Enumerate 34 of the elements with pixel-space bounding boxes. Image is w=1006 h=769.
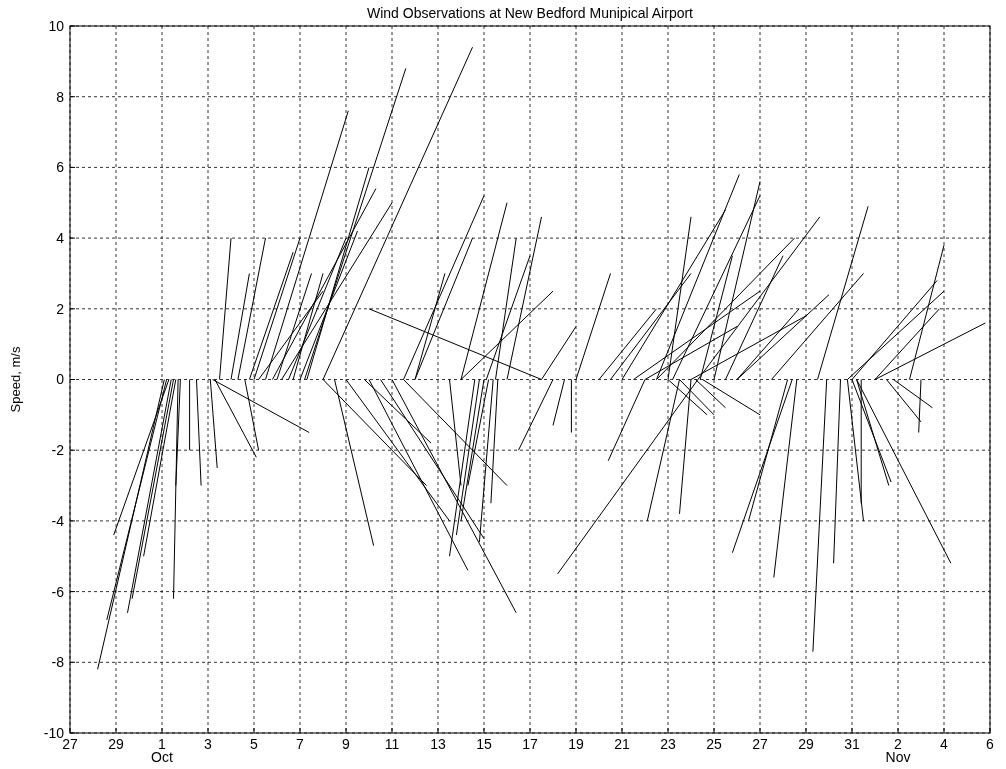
x-tick-label: 25 [706,736,722,752]
chart-title: Wind Observations at New Bedford Munipical Airport [366,5,694,21]
x-tick-label: 11 [384,736,400,752]
y-tick-label: -6 [51,583,65,600]
x-tick-label: 29 [798,736,814,752]
y-tick-label: -4 [51,512,65,529]
x-tick-label: 29 [108,736,124,752]
y-tick-label: -2 [51,442,65,459]
y-tick-label: 10 [48,17,65,34]
x-tick-label: 3 [204,736,213,752]
y-tick-label: 4 [56,230,65,246]
y-axis-title: Speed, m/s [8,346,23,413]
x-tick-label: 6 [986,736,995,752]
x-tick-label: 5 [250,736,259,752]
x-tick-label: 27 [62,736,78,752]
x-tick-label: 13 [430,736,446,752]
x-tick-label: 2 Nov [885,736,911,765]
x-tick-label: 1 Oct [151,736,173,765]
x-tick-label: 27 [752,736,768,752]
x-tick-label: 15 [476,736,492,752]
x-tick-label: 7 [296,736,305,752]
y-tick-label: 2 [56,300,65,317]
x-tick-label: 9 [342,736,351,752]
x-tick-label: 4 [940,736,949,752]
y-tick-label: 8 [56,88,65,105]
y-tick-label: -10 [43,724,65,741]
x-tick-label: 21 [614,736,630,752]
x-tick-label: 19 [568,736,584,752]
y-tick-label: -8 [51,654,65,671]
x-tick-label: 31 [844,736,860,752]
x-tick-label: 17 [522,736,538,752]
y-tick-label: 6 [56,159,65,176]
y-tick-label: 0 [56,371,65,388]
x-tick-label: 23 [660,736,676,752]
